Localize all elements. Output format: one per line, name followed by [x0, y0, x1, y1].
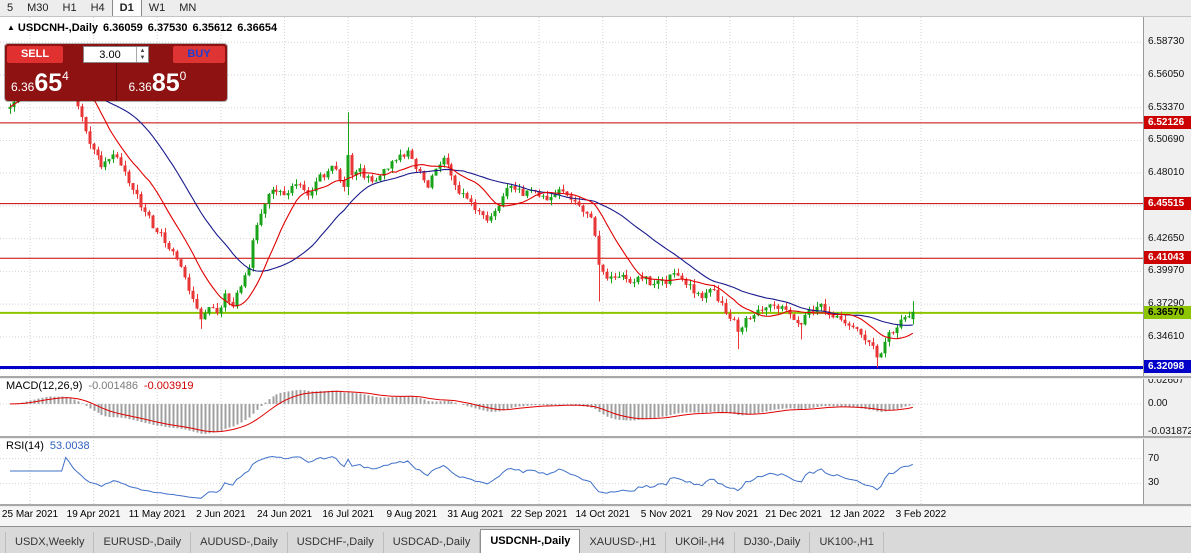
rsi-panel-separator[interactable]: [0, 436, 1191, 439]
date-label: 12 Jan 2022: [829, 509, 885, 520]
macd-signal-value: -0.003919: [143, 380, 194, 392]
sell-price: 6.36654: [11, 69, 69, 97]
rsi-header: RSI(14) 53.0038: [6, 440, 90, 452]
low-value: 6.35612: [192, 22, 233, 34]
ohlc-header: ▲ USDCNH-,Daily 6.36059 6.37530 6.35612 6.366…: [7, 22, 282, 34]
rsi-value: 53.0038: [49, 440, 90, 452]
chart-tab-audusd-daily[interactable]: AUDUSD-,Daily: [191, 532, 288, 553]
price-tick-label: 6.56050: [1148, 69, 1185, 80]
timeframe-button-w1[interactable]: W1: [148, 2, 166, 14]
volume-spinner[interactable]: ▲ ▼: [136, 47, 148, 62]
date-axis-separator: [0, 504, 1191, 507]
price-level-badge: 6.32098: [1144, 360, 1191, 374]
date-label: 25 Mar 2021: [1, 509, 59, 520]
price-tick-label: 6.48010: [1148, 167, 1185, 179]
chart-tab-ukoil-h4[interactable]: UKOil-,H4: [666, 532, 735, 553]
macd-axis-label: -0.031872: [1148, 426, 1191, 437]
macd-panel-separator[interactable]: [0, 376, 1191, 379]
close-value: 6.36654: [237, 22, 278, 34]
buy-price: 6.36850: [128, 69, 187, 97]
symbol-period-label: USDCNH-,Daily: [17, 22, 98, 34]
price-level-badge: 6.45515: [1144, 196, 1191, 210]
timeframe-button-mn[interactable]: MN: [179, 2, 197, 14]
rsi-level-label: 70: [1148, 452, 1160, 464]
price-tick-label: 6.34610: [1148, 330, 1185, 342]
timeframe-button-5[interactable]: 5: [7, 2, 14, 14]
timeframe-button-m30[interactable]: M30: [27, 2, 49, 14]
date-label: 2 Jun 2021: [196, 509, 246, 520]
date-label: 21 Dec 2021: [765, 509, 822, 520]
price-tick-label: 6.50690: [1148, 134, 1185, 146]
macd-header: MACD(12,26,9) -0.001486 -0.003919: [6, 380, 194, 392]
date-label: 29 Nov 2021: [701, 509, 759, 520]
price-level-badge: 6.36570: [1144, 305, 1191, 319]
sell-button[interactable]: SELL: [7, 46, 63, 63]
date-label: 24 Jun 2021: [257, 509, 313, 520]
price-level-badge: 6.52126: [1144, 115, 1191, 129]
date-label: 5 Nov 2021: [640, 509, 692, 520]
date-label: 14 Oct 2021: [575, 509, 630, 520]
open-value: 6.36059: [103, 22, 143, 34]
timeframe-toolbar: 5 M30 H1 H4 D1 W1 MN: [0, 0, 1191, 17]
one-click-trading-panel: SELL 6.36654 BUY 6.36850 3.00 ▲ ▼: [5, 44, 227, 101]
date-label: 16 Jul 2021: [322, 509, 375, 520]
date-label: 9 Aug 2021: [386, 509, 438, 520]
rsi-name: RSI(14): [6, 440, 44, 452]
macd-main-value: -0.001486: [88, 380, 138, 392]
date-label: 3 Feb 2022: [895, 509, 947, 520]
chart-tab-dj30-daily[interactable]: DJ30-,Daily: [735, 532, 811, 553]
date-label: 11 May 2021: [128, 509, 186, 520]
chart-tab-usdchf-daily[interactable]: USDCHF-,Daily: [288, 532, 384, 553]
price-axis[interactable]: 6.587306.560506.533706.506906.480106.453…: [1143, 17, 1191, 506]
timeframe-button-h4[interactable]: H4: [90, 2, 105, 14]
rsi-level-label: 30: [1148, 477, 1160, 489]
macd-axis-label: 0.00: [1148, 397, 1168, 409]
timeframe-button-h1[interactable]: H1: [62, 2, 77, 14]
timeframe-button-d1[interactable]: D1: [111, 0, 142, 16]
date-label: 22 Sep 2021: [510, 509, 568, 520]
price-tick-label: 6.39970: [1148, 265, 1185, 277]
price-tick-label: 6.58730: [1148, 36, 1185, 48]
chart-tab-usdcnh-daily[interactable]: USDCNH-,Daily: [480, 529, 581, 553]
price-tick-label: 6.37290: [1148, 298, 1185, 310]
price-tick-label: 6.42650: [1148, 232, 1185, 244]
chart-tab-xauusd-h1[interactable]: XAUUSD-,H1: [580, 532, 667, 553]
volume-value[interactable]: 3.00: [99, 48, 121, 61]
macd-name: MACD(12,26,9): [6, 380, 83, 392]
price-level-badge: 6.41043: [1144, 251, 1191, 265]
date-label: 19 Apr 2021: [66, 509, 121, 520]
chart-tab-uk100-h1[interactable]: UK100-,H1: [810, 532, 884, 553]
date-label: 31 Aug 2021: [447, 509, 504, 520]
chart-tab-usdx-weekly[interactable]: USDX,Weekly: [5, 532, 95, 553]
chart-tab-bar: USDX,Weekly EURUSD-,Daily AUDUSD-,Daily USD…: [0, 526, 1191, 553]
buy-button[interactable]: BUY: [173, 46, 225, 63]
spin-down-icon[interactable]: ▼: [139, 54, 146, 61]
chart-collapse-icon[interactable]: ▲: [7, 23, 15, 32]
chart-tab-eurusd-daily[interactable]: EURUSD-,Daily: [94, 532, 192, 553]
price-tick-label: 6.53370: [1148, 101, 1185, 113]
chart-tab-usdcad-daily[interactable]: USDCAD-,Daily: [384, 532, 481, 553]
macd-axis-label: 0.02607: [1148, 375, 1185, 386]
high-value: 6.37530: [147, 22, 188, 34]
volume-input[interactable]: 3.00 ▲ ▼: [83, 46, 149, 63]
date-axis[interactable]: 25 Mar 2021 19 Apr 2021 11 May 2021 2 Jun 2…: [0, 506, 1191, 526]
spin-up-icon[interactable]: ▲: [139, 47, 146, 54]
